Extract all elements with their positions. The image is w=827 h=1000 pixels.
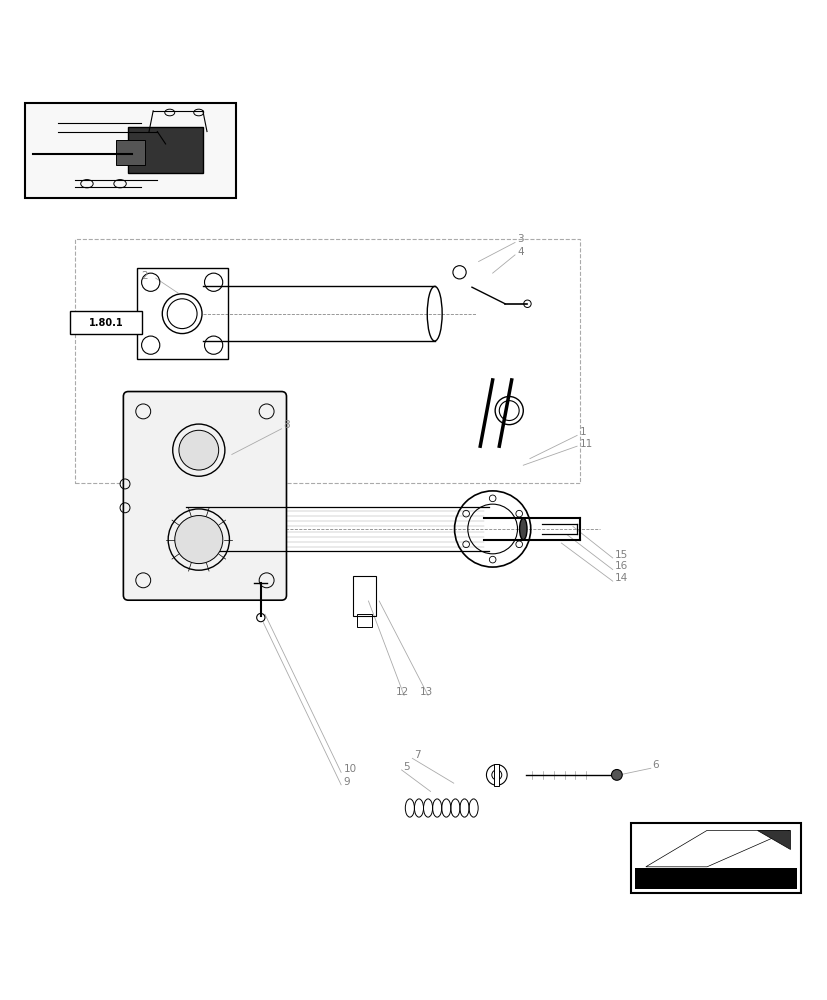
Text: 3: 3 <box>517 234 523 244</box>
Bar <box>74 239 579 483</box>
Text: 10: 10 <box>343 764 356 774</box>
Text: 14: 14 <box>614 573 627 583</box>
Ellipse shape <box>519 518 526 540</box>
Polygon shape <box>756 830 789 849</box>
Text: 6: 6 <box>652 760 658 770</box>
Text: 9: 9 <box>343 777 350 787</box>
Bar <box>116 140 145 165</box>
Text: 11: 11 <box>579 439 592 449</box>
Bar <box>352 576 375 616</box>
Text: 12: 12 <box>395 687 409 697</box>
Text: 1.80.1: 1.80.1 <box>88 318 123 328</box>
Text: 2: 2 <box>141 271 147 281</box>
Text: 1: 1 <box>579 427 586 437</box>
Text: 13: 13 <box>419 687 433 697</box>
Ellipse shape <box>179 430 218 470</box>
Bar <box>25 103 236 198</box>
Bar <box>128 127 203 173</box>
Text: 16: 16 <box>614 561 627 571</box>
Text: 8: 8 <box>283 420 289 430</box>
Bar <box>630 823 800 893</box>
Text: 5: 5 <box>403 762 409 772</box>
Ellipse shape <box>610 770 622 780</box>
Polygon shape <box>645 830 789 867</box>
Bar <box>634 868 796 889</box>
Ellipse shape <box>174 516 222 564</box>
Bar <box>494 764 499 786</box>
Bar <box>356 614 371 627</box>
Bar <box>136 268 227 359</box>
Bar <box>26 103 235 197</box>
Bar <box>69 311 142 334</box>
Text: 4: 4 <box>517 247 523 257</box>
Text: 15: 15 <box>614 550 627 560</box>
FancyBboxPatch shape <box>123 392 286 600</box>
Text: 7: 7 <box>414 750 420 760</box>
